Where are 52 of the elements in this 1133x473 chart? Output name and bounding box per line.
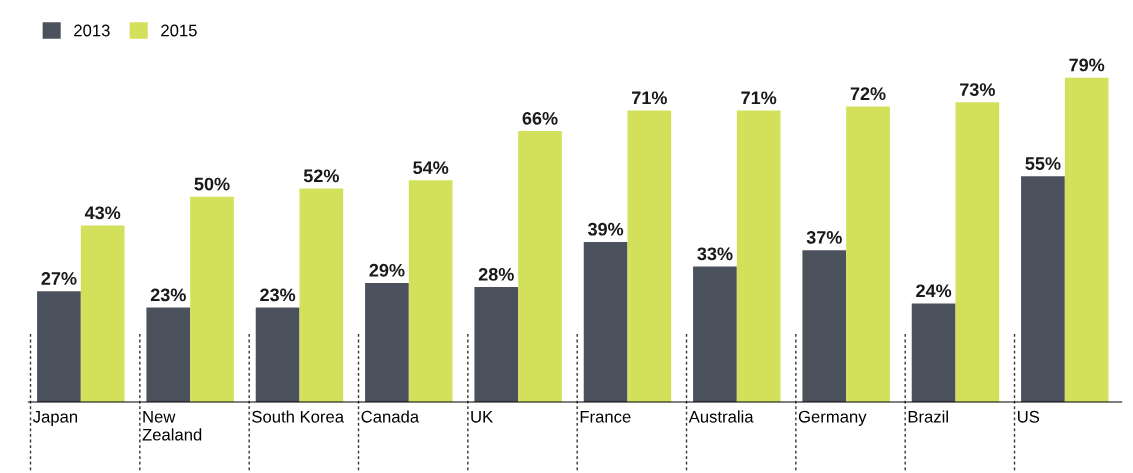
data-label: 23% (260, 288, 296, 302)
data-label: 66% (522, 111, 558, 125)
data-label: 73% (960, 83, 995, 97)
bar (518, 131, 562, 403)
x-tick-label: France (580, 411, 631, 423)
data-label: 28% (478, 267, 514, 281)
bar (627, 110, 672, 403)
data-label: 39% (587, 222, 624, 236)
bar (802, 250, 847, 403)
data-label: 71% (741, 91, 777, 105)
bar (955, 102, 1000, 403)
bar (1064, 77, 1109, 403)
data-label: 52% (303, 169, 339, 183)
bar (474, 287, 519, 403)
x-tick-label: Australia (688, 410, 754, 423)
x-tick-label: Brazil (908, 410, 948, 423)
bar (255, 307, 300, 403)
bar (299, 188, 344, 403)
x-tick-label: UK (471, 411, 493, 423)
bar (1021, 176, 1065, 403)
bar (911, 303, 956, 403)
data-label: 71% (632, 91, 667, 105)
data-label: 27% (41, 272, 77, 285)
data-label: 33% (697, 247, 733, 261)
x-tick-label: Germany (798, 410, 867, 426)
bar (583, 241, 628, 403)
bar (190, 196, 234, 403)
data-label: 50% (194, 177, 230, 191)
bar (693, 266, 737, 403)
legend-label: 2015 (161, 24, 197, 37)
data-label: 55% (1025, 157, 1061, 170)
x-tick-label: US (1018, 410, 1040, 423)
x-tick-label: Japan (32, 411, 78, 426)
data-label: 24% (916, 284, 952, 298)
x-tick-label: Canada (361, 410, 420, 423)
bar (37, 291, 81, 403)
data-label: 72% (850, 87, 886, 101)
bar (736, 110, 781, 403)
legend-label: 2013 (74, 24, 110, 37)
bar (80, 225, 125, 403)
bar (146, 307, 191, 403)
data-label: 37% (806, 231, 842, 244)
bar (846, 106, 890, 403)
data-label: 43% (84, 206, 121, 220)
data-label: 23% (150, 288, 186, 302)
x-tick-label: New Zealand (142, 411, 202, 441)
data-label: 54% (413, 161, 449, 174)
x-tick-label: South Korea (252, 410, 345, 423)
bar (408, 180, 453, 403)
data-label: 29% (369, 263, 405, 277)
bar (365, 282, 409, 403)
data-label: 79% (1069, 58, 1105, 72)
